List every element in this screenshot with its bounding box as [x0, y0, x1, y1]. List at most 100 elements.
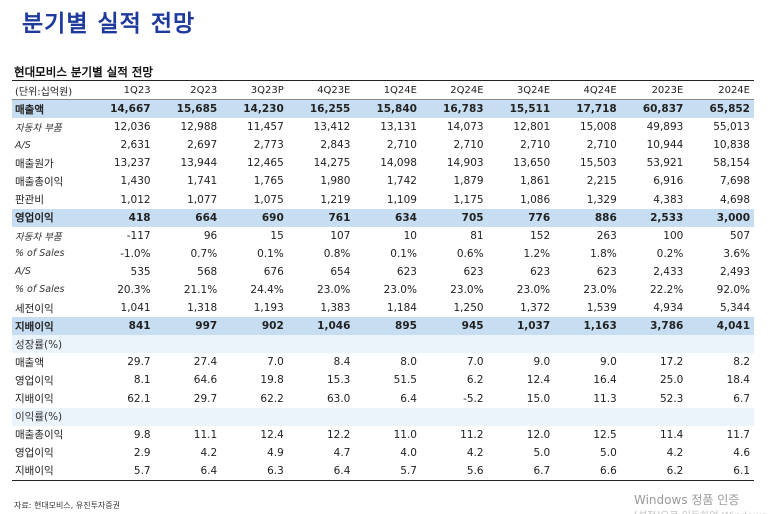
- table-cell: 19.8: [260, 374, 284, 387]
- table-cell: 15.0: [526, 392, 551, 405]
- table-cell: 1,741: [187, 175, 218, 188]
- table-cell: 6.4: [154, 461, 222, 481]
- table-cell: 24.4%: [250, 283, 284, 296]
- table-cell: 4.2: [200, 446, 218, 459]
- row-label: 매출총이익: [15, 175, 64, 188]
- column-header: 4Q23E: [287, 80, 355, 100]
- table-cell: 568: [197, 265, 218, 278]
- table-cell: 1,430: [120, 175, 151, 188]
- table-cell: 17.2: [659, 356, 684, 369]
- table-cell: 8.2: [733, 356, 750, 369]
- table-cell: 15: [270, 229, 284, 242]
- table-cell: 18.4: [726, 374, 750, 387]
- table-cell: 1,765: [253, 175, 284, 188]
- table-row: % of Sales 20.3% 21.1% 24.4% 23.0% 23.0% 23.0%…: [12, 281, 754, 299]
- table-cell: 1,041: [120, 302, 151, 315]
- table-cell: 0.1%: [390, 247, 417, 260]
- table-cell: 64.6: [193, 374, 218, 387]
- table-cell: 62.2: [260, 392, 284, 405]
- table-row: A/S 2,631 2,697 2,773 2,843 2,710 2,710 2,710 2,…: [12, 136, 754, 154]
- row-label: 자동차 부품: [15, 123, 62, 135]
- table-cell: [88, 335, 155, 354]
- row-label: 영업이익: [15, 374, 54, 387]
- table-cell: [554, 407, 621, 426]
- table-cell: 6,916: [653, 175, 684, 188]
- table-cell: 4.0: [400, 446, 417, 459]
- table-cell: [487, 407, 555, 426]
- table-row: 지배이익 5.7 6.4 6.3 6.4 5.7 5.6 6.7 6.6 6.2 6.1: [12, 461, 754, 481]
- table-cell: 1,318: [187, 302, 218, 315]
- table-cell: [554, 335, 621, 354]
- table-cell: 676: [263, 265, 284, 278]
- table-cell: 58,154: [713, 157, 750, 170]
- table-cell: 13,131: [380, 121, 417, 134]
- table-cell: 11.3: [593, 392, 617, 405]
- table-cell: 4.6: [733, 446, 750, 459]
- table-cell: 623: [463, 265, 484, 278]
- table-cell: 12.4: [526, 374, 551, 387]
- table-cell: 13,650: [513, 157, 551, 170]
- table-cell: 29.7: [127, 356, 151, 369]
- table-cell: 51.5: [393, 374, 417, 387]
- table-cell: 4,041: [687, 317, 754, 336]
- row-label: 성장률(%): [12, 335, 88, 354]
- table-cell: 11.0: [393, 428, 417, 441]
- row-label: 이익률(%): [12, 407, 88, 426]
- table-cell: 690: [221, 208, 288, 227]
- table-cell: 263: [596, 229, 617, 242]
- table-row: 매출총이익 9.8 11.1 12.4 12.2 11.0 11.2 12.0 12.5 11.4…: [12, 426, 754, 444]
- table-header-row: (단위:십억원) 1Q23 2Q23 3Q23P 4Q23E 1Q24E 2Q2…: [12, 80, 754, 100]
- table-cell: 3.6%: [723, 247, 750, 260]
- table-cell: 14,073: [446, 121, 484, 134]
- table-row: 매출액 14,667 15,685 14,230 16,255 15,840 16,783 1…: [12, 99, 754, 119]
- table-cell: 6.2: [620, 461, 688, 481]
- table-cell: 1,086: [520, 193, 551, 206]
- table-cell: [287, 407, 355, 426]
- table-cell: 15,503: [580, 157, 617, 170]
- table-cell: 6.2: [466, 374, 484, 387]
- column-header: 2Q23: [154, 80, 222, 100]
- table-cell: 1,193: [253, 302, 284, 315]
- table-cell: 1,163: [554, 317, 621, 336]
- table-cell: 11.4: [659, 428, 684, 441]
- table-cell: [687, 335, 754, 354]
- table-cell: [354, 335, 421, 354]
- table-cell: 16,783: [420, 99, 488, 119]
- row-label: 지배이익: [12, 461, 88, 481]
- table-cell: 14,098: [380, 157, 417, 170]
- table-cell: 12.0: [526, 428, 551, 441]
- table-cell: 8.0: [400, 356, 417, 369]
- table-cell: 10: [403, 229, 417, 242]
- table-cell: [287, 335, 355, 354]
- table-cell: 16,255: [287, 99, 355, 119]
- table-cell: 2.9: [133, 446, 151, 459]
- table-cell: 1,742: [386, 175, 417, 188]
- row-label: 매출액: [15, 356, 44, 369]
- table-cell: 55,013: [713, 121, 750, 134]
- table-cell: 12,988: [180, 121, 218, 134]
- table-cell: 4.2: [666, 446, 684, 459]
- table-cell: 11.7: [726, 428, 750, 441]
- table-cell: 886: [554, 208, 621, 227]
- table-row: 영업이익 418 664 690 761 634 705 776 886 2,533 3,000: [12, 208, 754, 227]
- table-cell: 5.7: [88, 461, 155, 481]
- row-label: % of Sales: [15, 284, 65, 296]
- row-label: 영업이익: [15, 447, 54, 460]
- table-row: 자동차 부품 -117 96 15 107 10 81 152 263 100 507: [12, 227, 754, 245]
- table-cell: 2,533: [620, 208, 688, 227]
- table-cell: 25.0: [659, 374, 684, 387]
- table-cell: [88, 407, 155, 426]
- table-cell: -117: [126, 229, 151, 242]
- table-cell: 7.0: [267, 356, 284, 369]
- table-cell: 1,184: [386, 302, 417, 315]
- table-cell: 9.0: [533, 356, 551, 369]
- table-cell: 17,718: [554, 99, 621, 119]
- table-cell: 11.1: [193, 428, 218, 441]
- table-cell: 27.4: [193, 356, 218, 369]
- table-cell: 65,852: [687, 99, 754, 119]
- table-cell: [154, 407, 222, 426]
- table-cell: [487, 335, 555, 354]
- table-cell: 0.8%: [323, 247, 351, 260]
- table-cell: 535: [130, 265, 151, 278]
- table-cell: 2,697: [187, 139, 218, 152]
